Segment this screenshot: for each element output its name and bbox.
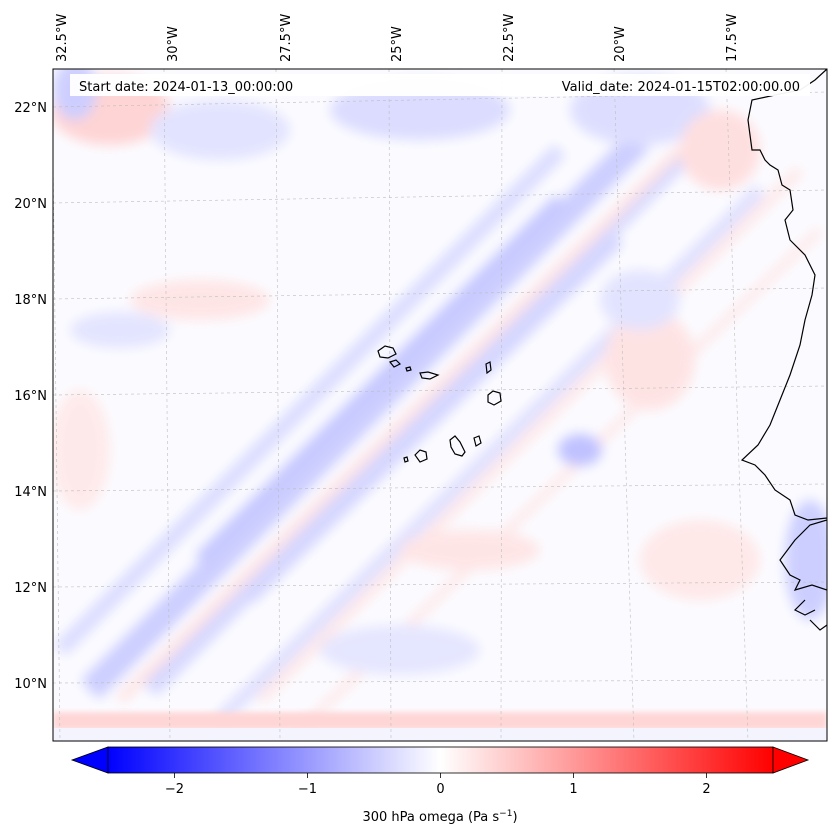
lat-label-14n: 14°N [14, 485, 47, 500]
colorbar-tick-label: 0 [436, 782, 444, 797]
colorbar-low-extend [70, 746, 109, 774]
island-brava [403, 456, 409, 463]
island-maio [473, 435, 482, 447]
longitude-labels: 32.5°W 30°W 27.5°W 25°W 22.5°W 20°W 17.5… [55, 14, 740, 62]
lat-label-12n: 12°N [14, 581, 47, 596]
colorbar-gradient [107, 746, 774, 774]
island-santa-luzia [405, 366, 412, 372]
lat-label-22n: 22°N [14, 101, 47, 116]
colorbar-tick-label: 1 [569, 782, 577, 797]
island-sao-nicolau [419, 371, 440, 380]
latitude-labels: 22°N 20°N 18°N 16°N 14°N 12°N 10°N [14, 101, 47, 692]
colorbar-label-sup: −1 [499, 809, 512, 819]
lon-label-30w: 30°W [166, 26, 181, 62]
colorbar-label-end: ) [512, 810, 517, 825]
island-sao-vicente [388, 359, 402, 368]
lon-label-17-5w: 17.5°W [725, 14, 740, 62]
lat-label-18n: 18°N [14, 293, 47, 308]
island-sal [485, 361, 492, 375]
colorbar-axis-label: 300 hPa omega (Pa s−1) [362, 809, 517, 825]
lon-label-32-5w: 32.5°W [55, 14, 70, 62]
colorbar: −2 −1 0 1 2 300 hPa omega (Pa s−1) [70, 746, 810, 825]
date-info-box [70, 74, 810, 96]
cape-verde-islands [377, 345, 502, 463]
island-santo-antao [377, 345, 397, 359]
island-santiago [449, 435, 466, 457]
lon-label-25w: 25°W [390, 26, 405, 62]
colorbar-tick-label: −2 [165, 782, 184, 797]
island-fogo [414, 449, 428, 463]
lon-label-20w: 20°W [613, 26, 628, 62]
lat-label-10n: 10°N [14, 677, 47, 692]
coastline-africa [740, 69, 827, 631]
colorbar-label-main: 300 hPa omega (Pa s [362, 810, 499, 825]
lon-label-22-5w: 22.5°W [502, 14, 517, 62]
colorbar-tick-label: −1 [298, 782, 317, 797]
lat-label-20n: 20°N [14, 197, 47, 212]
gridlines [53, 69, 827, 741]
lat-label-16n: 16°N [14, 389, 47, 404]
colorbar-high-extend [772, 746, 810, 774]
map-frame [52, 68, 828, 742]
colorbar-ticks: −2 −1 0 1 2 [165, 773, 711, 797]
island-boa-vista [487, 390, 502, 406]
map-plot-area [53, 69, 827, 741]
start-date-text: Start date: 2024-01-13_00:00:00 [79, 80, 293, 95]
valid-date-text: Valid_date: 2024-01-15T02:00:00.00 [562, 80, 800, 95]
colorbar-tick-label: 2 [702, 782, 710, 797]
lon-label-27-5w: 27.5°W [279, 14, 294, 62]
